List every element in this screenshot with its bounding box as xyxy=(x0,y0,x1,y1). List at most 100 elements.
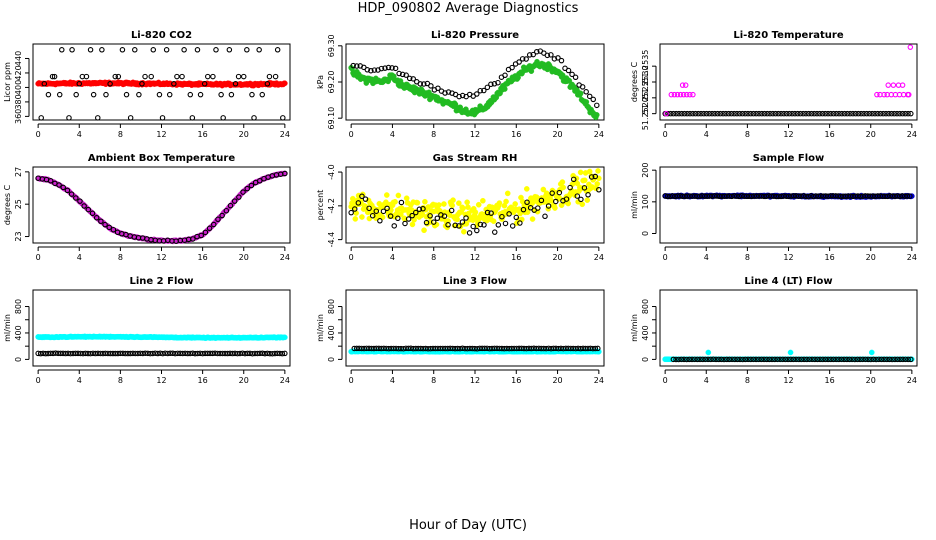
x-axis: 0 4 8 12 16 20 24 xyxy=(36,123,290,139)
data-point xyxy=(766,193,772,199)
data-point xyxy=(428,83,434,89)
data-point xyxy=(533,194,540,200)
data-point xyxy=(778,110,784,117)
data-point xyxy=(565,67,572,74)
data-point xyxy=(865,356,871,363)
panel-title: Ambient Box Temperature xyxy=(88,153,235,164)
y-tick-label: -4.4 xyxy=(327,232,336,248)
data-point xyxy=(115,350,121,357)
data-point xyxy=(797,110,804,117)
data-point xyxy=(774,356,781,363)
data-point xyxy=(219,350,226,357)
data-point xyxy=(441,213,448,219)
data-point xyxy=(721,356,727,363)
data-point xyxy=(441,201,447,207)
x-tick-label: 12 xyxy=(783,376,793,385)
data-point xyxy=(179,73,185,80)
data-point xyxy=(251,115,257,121)
panel-sample_flow: Sample Flow 0 4 8 12 16 20 24 0 100 200 ml/min xyxy=(630,153,918,262)
data-point xyxy=(391,223,397,229)
data-point xyxy=(502,220,509,227)
data-point xyxy=(97,350,104,357)
data-point xyxy=(464,199,470,206)
data-point xyxy=(506,211,512,217)
data-point xyxy=(897,356,903,363)
data-point xyxy=(852,356,858,363)
data-point xyxy=(231,198,238,204)
data-point xyxy=(850,193,856,200)
data-point xyxy=(767,110,773,117)
data-point xyxy=(872,193,878,199)
data-point xyxy=(164,350,171,357)
data-point xyxy=(579,201,586,208)
data-point xyxy=(81,203,87,209)
data-point xyxy=(577,169,584,176)
x-tick-label: 4 xyxy=(704,253,709,262)
data-point xyxy=(413,209,419,216)
data-point xyxy=(435,85,441,91)
data-point xyxy=(581,185,588,191)
data-point xyxy=(252,350,258,357)
data-point xyxy=(102,350,109,357)
data-point xyxy=(872,110,878,117)
data-point xyxy=(156,91,163,98)
y-tick-label: 0 xyxy=(14,357,23,362)
data-point xyxy=(844,356,850,363)
data-point xyxy=(902,356,909,363)
x-tick-label: 0 xyxy=(349,376,354,385)
data-point xyxy=(474,227,480,234)
data-point xyxy=(502,72,508,79)
data-point xyxy=(689,193,696,199)
data-point xyxy=(702,356,709,363)
data-point xyxy=(694,193,701,200)
data-point xyxy=(737,356,743,363)
series-black xyxy=(35,350,288,357)
panel-title: Li-820 Pressure xyxy=(431,30,519,41)
data-point xyxy=(211,221,217,228)
data-point xyxy=(671,91,678,98)
data-point xyxy=(770,110,776,117)
data-point xyxy=(194,47,201,53)
data-point xyxy=(132,350,139,357)
x-tick-label: 12 xyxy=(156,130,166,139)
series-black xyxy=(350,48,600,109)
x-tick-label: 8 xyxy=(745,253,750,262)
x-tick-label: 16 xyxy=(198,130,208,139)
data-point xyxy=(169,350,176,356)
data-point xyxy=(222,350,228,357)
data-point xyxy=(887,193,893,199)
data-point xyxy=(881,356,887,363)
data-point xyxy=(50,350,56,357)
x-tick-label: 8 xyxy=(118,253,123,262)
data-point xyxy=(192,350,198,357)
data-point xyxy=(244,350,251,357)
data-point xyxy=(177,350,183,357)
data-point xyxy=(830,110,837,117)
data-point xyxy=(857,356,863,363)
data-point xyxy=(159,350,166,357)
data-point xyxy=(127,115,134,121)
plot-frame xyxy=(345,289,605,367)
data-point xyxy=(249,91,255,98)
data-point xyxy=(781,193,787,199)
data-point xyxy=(524,199,530,206)
plot-frame xyxy=(32,289,291,367)
y-axis-title: degrees C xyxy=(630,61,639,102)
y-tick-label: 800 xyxy=(641,299,650,314)
series-black xyxy=(348,173,602,236)
data-point xyxy=(713,356,719,363)
data-point xyxy=(841,356,847,363)
data-point xyxy=(389,65,395,71)
y-axis: 0 400 800 xyxy=(327,299,343,362)
data-point xyxy=(595,168,601,174)
data-point xyxy=(488,81,494,88)
data-point xyxy=(259,350,266,357)
data-point xyxy=(80,350,86,357)
data-point xyxy=(187,350,193,357)
data-point xyxy=(888,110,895,117)
series-black xyxy=(38,47,286,121)
y-axis: 23 25 27 xyxy=(14,167,30,242)
data-point xyxy=(569,71,575,78)
data-point xyxy=(477,87,484,94)
data-point xyxy=(99,47,105,53)
